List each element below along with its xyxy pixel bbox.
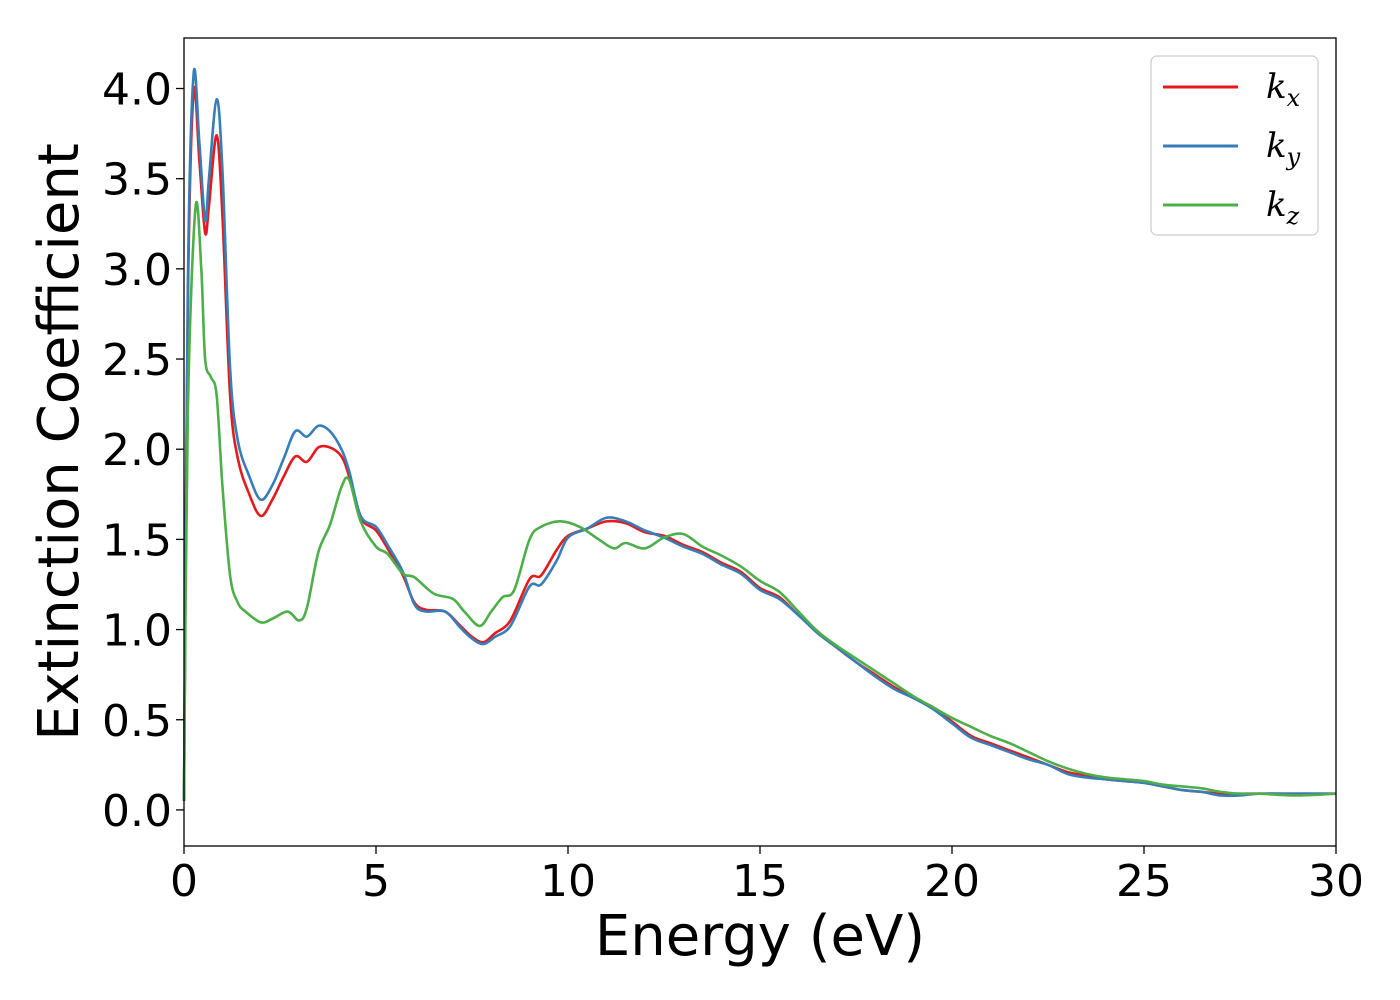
x-tick-label: 5 <box>362 856 390 907</box>
y-tick-label: 0.5 <box>102 696 172 747</box>
series-layer <box>182 67 1337 801</box>
x-tick-label: 25 <box>1116 856 1172 907</box>
y-tick-label: 2.0 <box>102 425 172 476</box>
x-tick-label: 0 <box>170 856 198 907</box>
x-tick-label: 30 <box>1308 856 1364 907</box>
y-tick-label: 1.5 <box>102 515 172 566</box>
x-axis-ticks: 0 5 10 15 20 25 30 <box>170 846 1364 907</box>
y-axis-title: Extinction Coefficient <box>27 143 92 741</box>
y-axis-ticks: 0.0 0.5 1.0 1.5 2.0 2.5 3.0 3.5 4.0 <box>102 65 184 837</box>
x-tick-label: 15 <box>732 856 788 907</box>
legend-label-x: kx <box>1266 67 1301 112</box>
y-tick-label: 4.0 <box>102 65 172 116</box>
plot-background <box>184 38 1336 846</box>
x-axis-title: Energy (eV) <box>595 904 925 969</box>
legend: kx ky kz <box>1150 55 1319 236</box>
y-tick-label: 2.5 <box>102 335 172 386</box>
legend-items: kx ky kz <box>1163 67 1301 230</box>
y-tick-label: 0.0 <box>102 786 172 837</box>
x-tick-label: 10 <box>540 856 596 907</box>
series-line-z <box>182 200 1337 801</box>
x-tick-label: 20 <box>924 856 980 907</box>
legend-label-y: ky <box>1266 126 1301 171</box>
legend-label-z: kz <box>1266 185 1300 230</box>
series-line-y <box>182 67 1336 801</box>
y-tick-label: 3.5 <box>102 155 172 206</box>
y-tick-label: 3.0 <box>102 245 172 296</box>
y-tick-label: 1.0 <box>102 606 172 657</box>
